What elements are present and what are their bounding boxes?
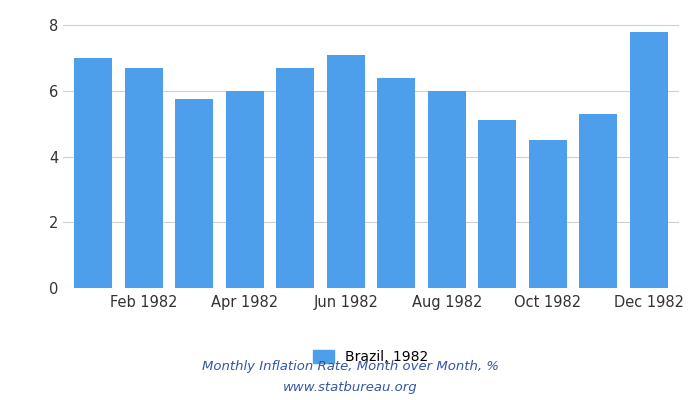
Bar [226, 91, 264, 288]
Bar [428, 91, 466, 288]
Legend: Brazil, 1982: Brazil, 1982 [308, 345, 434, 370]
Bar [580, 114, 617, 288]
Text: www.statbureau.org: www.statbureau.org [283, 381, 417, 394]
Bar [74, 58, 112, 288]
Bar [125, 68, 162, 288]
Bar [528, 140, 567, 288]
Bar [630, 32, 668, 288]
Bar [377, 78, 415, 288]
Bar [276, 68, 314, 288]
Bar [327, 55, 365, 288]
Bar [175, 99, 214, 288]
Bar [478, 120, 516, 288]
Text: Monthly Inflation Rate, Month over Month, %: Monthly Inflation Rate, Month over Month… [202, 360, 498, 373]
